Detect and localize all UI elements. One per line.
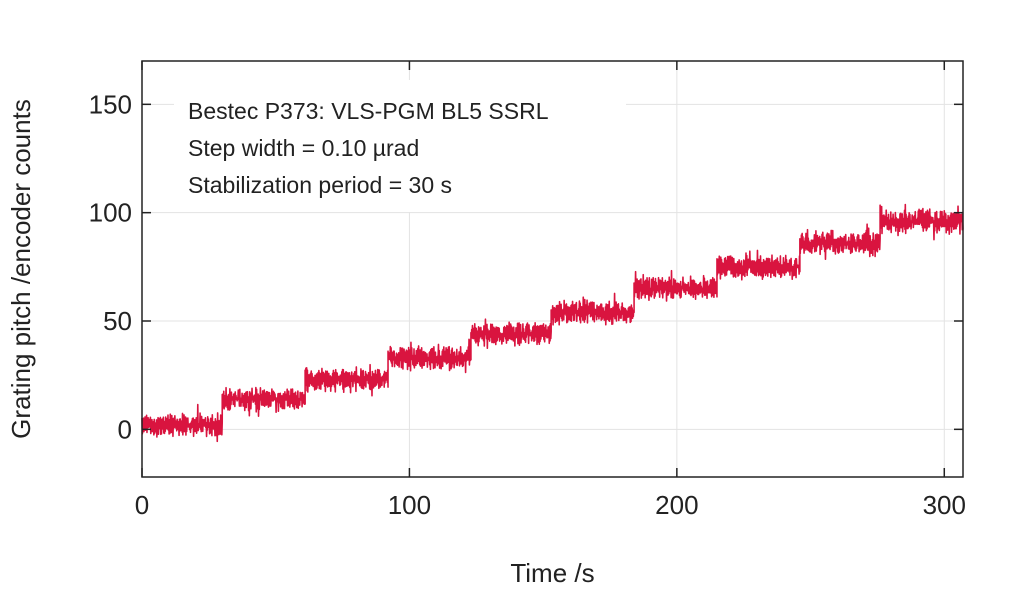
x-tick-label: 0 — [135, 490, 149, 520]
y-tick-label: 150 — [89, 89, 132, 119]
x-tick-label: 100 — [388, 490, 431, 520]
annotation-line: Stabilization period = 30 s — [188, 172, 452, 198]
axis-ticks: 0 100 200 300 0 50 100 150 — [89, 61, 966, 520]
y-tick-label: 0 — [118, 414, 132, 444]
series-line — [141, 203, 964, 443]
y-axis-title: Grating pitch /encoder counts — [6, 99, 36, 439]
y-tick-label: 100 — [89, 198, 132, 228]
y-tick-label: 50 — [103, 306, 132, 336]
series-layer — [141, 203, 964, 443]
plot-frame — [141, 60, 964, 478]
x-axis-title: Time /s — [510, 558, 594, 588]
annotation-block: Bestec P373: VLS-PGM BL5 SSRL Step width … — [174, 80, 626, 212]
x-tick-label: 200 — [655, 490, 698, 520]
annotation-background — [174, 80, 626, 212]
annotation-line: Bestec P373: VLS-PGM BL5 SSRL — [188, 98, 549, 124]
x-tick-label: 300 — [923, 490, 966, 520]
annotation-line: Step width = 0.10 µrad — [188, 135, 419, 161]
